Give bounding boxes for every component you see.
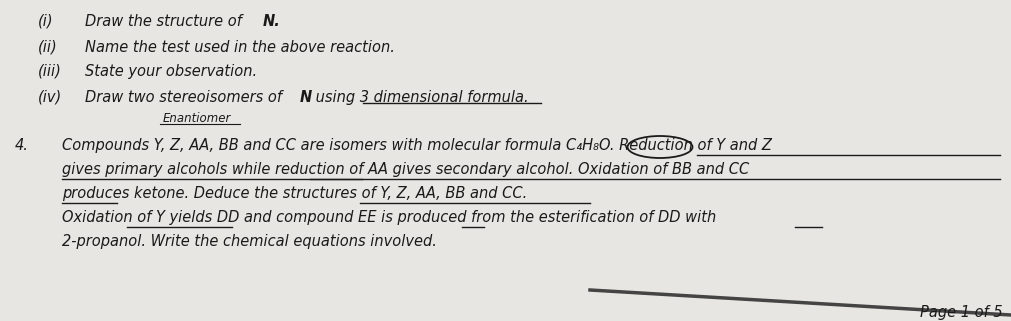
Text: (ii): (ii) [38, 40, 58, 55]
Text: Draw the structure of: Draw the structure of [85, 14, 247, 29]
Text: Compounds Y, Z, AA, BB and CC are isomers with molecular formula C₄H₈O. Reductio: Compounds Y, Z, AA, BB and CC are isomer… [62, 138, 771, 153]
Text: Enantiomer: Enantiomer [163, 112, 232, 125]
Text: Name the test used in the above reaction.: Name the test used in the above reaction… [85, 40, 395, 55]
Text: gives primary alcohols while reduction of AA gives secondary alcohol. Oxidation : gives primary alcohols while reduction o… [62, 162, 749, 177]
Text: (iv): (iv) [38, 90, 63, 105]
Text: N: N [300, 90, 312, 105]
Text: (i): (i) [38, 14, 54, 29]
Text: 4.: 4. [15, 138, 29, 153]
Text: Oxidation of Y yields DD and compound EE is produced from the esterification of : Oxidation of Y yields DD and compound EE… [62, 210, 716, 225]
Text: using 3 dimensional formula.: using 3 dimensional formula. [311, 90, 529, 105]
Text: N.: N. [263, 14, 281, 29]
Text: Page 1 of 5: Page 1 of 5 [920, 305, 1003, 320]
Text: 2-propanol. Write the chemical equations involved.: 2-propanol. Write the chemical equations… [62, 234, 437, 249]
Text: State your observation.: State your observation. [85, 64, 257, 79]
Text: produces ketone. Deduce the structures of Y, Z, AA, BB and CC.: produces ketone. Deduce the structures o… [62, 186, 528, 201]
Text: Draw two stereoisomers of: Draw two stereoisomers of [85, 90, 287, 105]
Text: (iii): (iii) [38, 64, 62, 79]
